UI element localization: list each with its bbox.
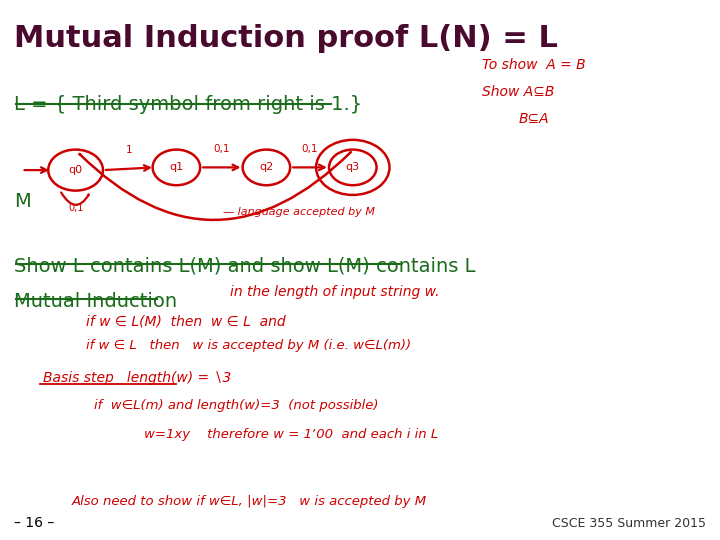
Text: M: M bbox=[14, 192, 31, 211]
Text: if w ∈ L   then   w is accepted by M (i.e. w∈L(m)): if w ∈ L then w is accepted by M (i.e. w… bbox=[86, 339, 412, 352]
Text: 0,1: 0,1 bbox=[302, 144, 318, 154]
Text: Mutual Induction proof L(N) = L: Mutual Induction proof L(N) = L bbox=[14, 24, 558, 53]
Text: Show L contains L(M) and show L(M) contains L: Show L contains L(M) and show L(M) conta… bbox=[14, 256, 476, 275]
Text: q0: q0 bbox=[68, 165, 83, 175]
Text: CSCE 355 Summer 2015: CSCE 355 Summer 2015 bbox=[552, 517, 706, 530]
Text: Also need to show if w∈L, |w|=3   w is accepted by M: Also need to show if w∈L, |w|=3 w is acc… bbox=[72, 495, 427, 508]
Text: 0,1: 0,1 bbox=[68, 203, 84, 213]
Text: if w ∈ L(M)  then  w ∈ L  and: if w ∈ L(M) then w ∈ L and bbox=[86, 314, 286, 328]
Text: if  w∈L(m) and length(w)=3  (not possible): if w∈L(m) and length(w)=3 (not possible) bbox=[94, 399, 378, 411]
Text: Basis step   length(w) = ∖3: Basis step length(w) = ∖3 bbox=[43, 371, 231, 385]
Text: — language accepted by M: — language accepted by M bbox=[223, 207, 375, 217]
Text: Show A⊆B: Show A⊆B bbox=[482, 85, 555, 99]
Text: 0,1: 0,1 bbox=[214, 144, 230, 154]
Text: L = { Third symbol from right is 1.}: L = { Third symbol from right is 1.} bbox=[14, 94, 363, 113]
Text: q1: q1 bbox=[169, 163, 184, 172]
Text: To show  A = B: To show A = B bbox=[482, 58, 586, 72]
Text: B⊆A: B⊆A bbox=[518, 112, 549, 126]
Text: q2: q2 bbox=[259, 163, 274, 172]
Text: – 16 –: – 16 – bbox=[14, 516, 55, 530]
Text: 1: 1 bbox=[125, 145, 132, 156]
Text: q3: q3 bbox=[346, 163, 360, 172]
Text: in the length of input string w.: in the length of input string w. bbox=[230, 285, 440, 299]
Text: Mutual Induction: Mutual Induction bbox=[14, 292, 178, 310]
FancyArrowPatch shape bbox=[80, 152, 351, 220]
FancyArrowPatch shape bbox=[61, 192, 89, 205]
Text: w=1xy    therefore w = 1ʼ00  and each i in L: w=1xy therefore w = 1ʼ00 and each i in L bbox=[144, 428, 438, 441]
